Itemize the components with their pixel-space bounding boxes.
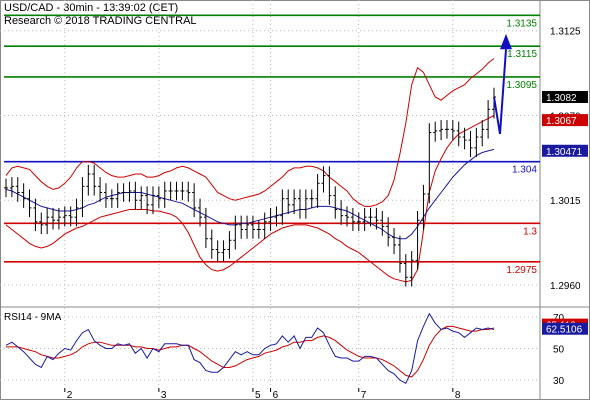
price-axis-tick: 1.2960 bbox=[550, 281, 581, 292]
moving-average-line bbox=[5, 148, 495, 240]
level-label: 1.3115 bbox=[507, 49, 537, 60]
rsi-axis-tick: 50 bbox=[553, 345, 565, 356]
bollinger-lower-line bbox=[5, 115, 495, 283]
time-axis-tick: 3 bbox=[161, 390, 167, 400]
price-tag bbox=[542, 90, 588, 103]
rsi-value-tag bbox=[542, 322, 588, 335]
time-axis-tick: 5 bbox=[255, 390, 261, 400]
price-tag bbox=[542, 144, 588, 157]
level-label: 1.3135 bbox=[506, 18, 537, 29]
forecast-arrowhead-icon bbox=[500, 33, 512, 50]
rsi-line bbox=[5, 312, 495, 384]
rsi-axis-tick: 30 bbox=[553, 376, 565, 387]
rsi-ma-line bbox=[6, 325, 495, 378]
level-label: 1.3095 bbox=[506, 80, 537, 91]
price-axis-tick: 1.3125 bbox=[550, 27, 581, 38]
chart-symbol-title: USD/CAD - 30min - 13:39:02 (CET) bbox=[4, 2, 179, 14]
price-tag-label: 1.3067 bbox=[546, 116, 577, 127]
level-label: 1.3 bbox=[523, 226, 537, 237]
rsi-axis-tick: 70 bbox=[553, 313, 565, 324]
time-axis-tick: 6 bbox=[273, 390, 279, 400]
rsi-pane-title: RSI14 - 9MA bbox=[4, 312, 62, 323]
price-bars bbox=[4, 87, 496, 287]
rsi-value-tag-label: 62.5106 bbox=[546, 325, 583, 336]
price-axis-tick: 1.3015 bbox=[550, 196, 581, 207]
price-tag-label: 1.30471 bbox=[546, 147, 583, 158]
time-axis-tick: 7 bbox=[361, 390, 367, 400]
bollinger-upper-line bbox=[5, 58, 495, 207]
level-label: 1.304 bbox=[512, 165, 537, 176]
time-axis-tick: 8 bbox=[455, 390, 461, 400]
level-label: 1.2975 bbox=[506, 265, 537, 276]
forecast-arrow bbox=[493, 49, 507, 135]
price-tag bbox=[542, 114, 588, 127]
price-tag-label: 1.3082 bbox=[546, 93, 577, 104]
time-axis-tick: 2 bbox=[67, 390, 73, 400]
research-copyright: Research © 2018 TRADING CENTRAL bbox=[4, 15, 197, 27]
